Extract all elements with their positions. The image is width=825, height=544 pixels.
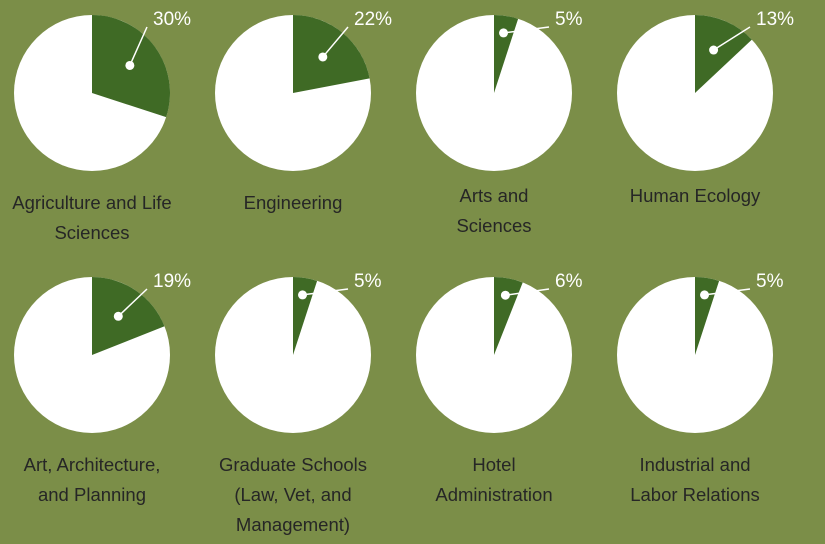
leader-line [302,288,349,296]
leader-line [505,288,550,296]
leader-dot [500,290,510,300]
value-label: 5% [354,271,382,292]
pie-title: Graduate Schools (Law, Vet, and Manageme… [218,454,368,535]
leader-dot [125,60,135,70]
pie-title: Art, Architecture, and Planning [23,454,161,505]
pie-title: Engineering [243,192,343,213]
leader-line [117,288,148,317]
pie-title: Industrial and Labor Relations [630,454,760,505]
value-label: 19% [153,271,191,292]
pie-title: Hotel Administration [435,454,553,505]
leader-dot [298,290,308,300]
leader-line [503,26,550,34]
value-label: 30% [153,9,191,30]
value-label: 13% [756,9,794,30]
leader-dot [318,52,328,62]
pie-slice [92,277,165,355]
value-label: 5% [555,9,583,30]
leader-dot [499,28,509,38]
pie-title: Arts and Sciences [456,185,532,236]
leader-dot [113,311,123,321]
leader-dot [700,290,710,300]
value-label: 5% [756,271,784,292]
leader-line [129,26,148,66]
leader-dot [709,45,719,55]
leader-line [704,288,751,296]
value-label: 6% [555,271,583,292]
pie-title: Agriculture and Life Sciences [12,192,172,243]
value-label: 22% [354,9,392,30]
pie-title: Human Ecology [629,185,761,206]
leader-line [322,26,349,58]
leader-line [713,26,751,51]
pie-slice [293,15,370,93]
